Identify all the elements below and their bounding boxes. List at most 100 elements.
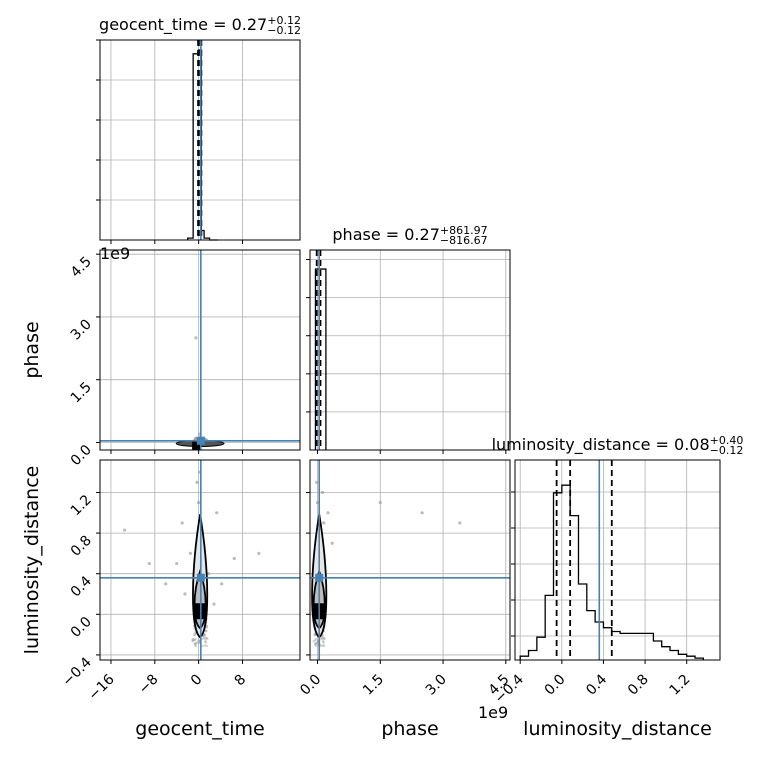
sample-point [194,633,197,636]
y-tick-label-luminosity_distance: 0.8 [68,533,95,560]
sample-point [314,643,317,646]
sample-point [314,642,317,646]
sample-point [215,511,219,515]
panel-content [100,460,300,660]
hist-panel-luminosity_distance [511,459,721,664]
sample-point [188,551,193,556]
x-tick-label-geocent_time: 8 [232,672,250,690]
panel-content [310,460,510,660]
y-tick-label-luminosity_distance: 1.2 [68,492,95,519]
y-tick-label-luminosity_distance: −0.4 [59,654,94,689]
x-tick-label-luminosity_distance: 0.8 [625,672,652,699]
sample-point [322,644,326,648]
truth-marker [315,573,324,582]
title-phase: phase = 0.27+861.97−816.67 [332,224,487,247]
title-minus: −0.12 [710,444,744,457]
sample-point [321,644,325,647]
panel-frame [514,459,721,661]
sample-point [192,633,196,637]
sample-point [194,437,197,441]
sample-point [198,641,201,645]
sample-point [194,437,197,440]
sample-point [194,436,198,439]
hist-panel-geocent_time [96,39,301,244]
x-tick-label-geocent_time: 0 [188,672,206,690]
sample-point [206,637,209,640]
title-geocent_time: geocent_time = 0.27+0.12−0.12 [99,14,301,37]
sample-point [313,633,316,637]
sample-point [194,436,198,440]
sample-point [314,644,318,648]
sample-point [232,556,236,561]
title-minus: −816.67 [440,234,488,247]
sample-point [180,521,184,525]
x-tick-label-luminosity_distance: 0.4 [583,671,610,698]
y-axis-label-phase: phase [21,321,43,378]
panel-frame [309,249,511,451]
y-tick-label-phase: 3.0 [68,316,95,343]
sample-point [315,641,318,644]
x-axis-label-geocent_time: geocent_time [135,718,264,740]
sample-point [312,640,315,643]
y-tick-label-luminosity_distance: 0.4 [68,573,95,600]
x-tick-label-geocent_time: −16 [86,671,118,703]
title-median: luminosity_distance = 0.08 [492,435,710,455]
sample-point [195,480,199,484]
y-axis-label-luminosity_distance: luminosity_distance [21,466,43,655]
x-tick-label-luminosity_distance: 1.2 [666,672,693,699]
sample-point [123,528,127,532]
sample-point [319,637,323,641]
sample-point [194,437,197,440]
sample-point [195,437,198,441]
sample-point [175,561,179,566]
sample-point [203,640,207,643]
sample-point [330,541,334,545]
sample-point [191,638,195,642]
sample-point [315,480,319,484]
x-tick-label-geocent_time: −8 [136,672,162,698]
sample-point [193,438,197,441]
sample-point [205,625,208,628]
offset-text-y-geocent: 1e9 [100,244,130,263]
sample-point [315,642,318,645]
sample-point [193,643,197,646]
y-tick-label-phase: 0.0 [68,442,95,469]
sample-point [322,641,325,644]
sample-point [205,636,208,640]
sample-point [205,629,208,633]
sample-point [205,644,208,648]
sample-point [315,501,320,505]
x-axis-label-phase: phase [381,718,438,740]
sample-point [322,521,326,525]
sample-point [458,521,462,525]
y-tick-label-phase: 1.5 [68,379,95,406]
sample-point [201,644,204,648]
sample-point [194,644,197,648]
sample-point [197,639,200,643]
sample-point [183,592,187,596]
sample-point [194,437,197,441]
title-plus: +0.12 [267,14,301,27]
sample-point [203,644,207,647]
sample-point [322,636,326,640]
x-axis-label-luminosity_distance: luminosity_distance [523,718,712,740]
sample-point [195,642,198,645]
panel-title: luminosity_distance = 0.08+0.40 [492,434,744,455]
panel-frame [99,459,301,661]
title-plus: +861.97 [440,224,488,237]
x-tick-label-phase: 1.5 [360,672,387,699]
hist-panel-phase [306,249,511,454]
sample-point [193,642,197,645]
title-plus: +0.40 [710,434,744,447]
histogram-geocent_time [187,49,218,241]
panel-title: phase = 0.27+861.97 [332,224,487,244]
y-tick-label-phase: 4.5 [68,254,95,281]
sample-point [203,636,206,639]
sample-point [257,551,261,556]
sample-point [322,638,325,641]
sample-point [212,602,216,606]
sample-point [205,624,209,627]
sample-point [194,437,197,440]
